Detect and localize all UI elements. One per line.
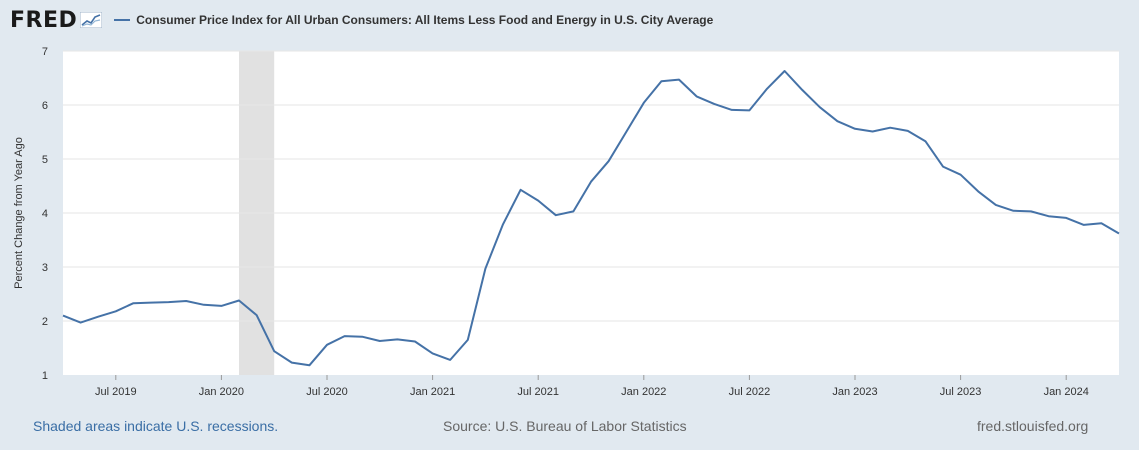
grid-layer xyxy=(63,50,1119,322)
chart: 1 2 3 4 5 6 7 Jul 2019 Jan 2020 Jul 2020 Jan 2021… xyxy=(13,46,1120,398)
x-tick-label: Jul 2023 xyxy=(940,386,982,398)
x-tick-label: Jan 2024 xyxy=(1044,386,1089,398)
source-note: Source: U.S. Bureau of Labor Statistics xyxy=(443,418,687,434)
chart-header: FRED Consumer Price Index for All Urban … xyxy=(10,6,713,34)
x-tick-label: Jan 2022 xyxy=(621,386,666,398)
y-tick-label: 4 xyxy=(42,208,48,220)
recession-note: Shaded areas indicate U.S. recessions. xyxy=(33,418,279,434)
x-tick-label: Jan 2023 xyxy=(832,386,877,398)
y-axis-label: Percent Change from Year Ago xyxy=(13,137,25,289)
x-tick-label: Jul 2022 xyxy=(729,386,771,398)
legend-swatch xyxy=(114,19,131,21)
y-tick-label: 2 xyxy=(42,316,48,328)
y-tick-label: 6 xyxy=(42,100,48,112)
y-tick-label: 7 xyxy=(42,46,48,58)
series-line xyxy=(62,70,1120,367)
series-layer xyxy=(62,70,1120,367)
fred-logo-text: FRED xyxy=(10,7,78,33)
x-tick-label: Jul 2019 xyxy=(95,386,137,398)
legend-label: Consumer Price Index for All Urban Consu… xyxy=(136,13,714,27)
x-tick-label: Jul 2021 xyxy=(517,386,559,398)
fred-graph-icon xyxy=(80,12,103,28)
y-axis-ticks: 1 2 3 4 5 6 7 xyxy=(42,46,48,382)
x-tick-label: Jul 2020 xyxy=(306,386,348,398)
y-tick-label: 5 xyxy=(42,154,48,166)
fred-logo[interactable]: FRED xyxy=(10,7,103,33)
site-link[interactable]: fred.stlouisfed.org xyxy=(977,418,1089,434)
x-tick-label: Jan 2021 xyxy=(410,386,455,398)
x-axis-ticks: Jul 2019 Jan 2020 Jul 2020 Jan 2021 Jul 2021… xyxy=(95,375,1089,398)
y-tick-label: 3 xyxy=(42,262,48,274)
x-tick-label: Jan 2020 xyxy=(199,386,244,398)
y-tick-label: 1 xyxy=(42,370,48,382)
